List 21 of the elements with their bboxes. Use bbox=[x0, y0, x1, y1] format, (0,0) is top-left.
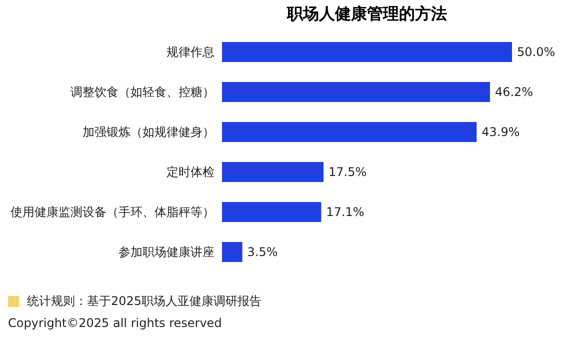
data-label: 46.2% bbox=[494, 85, 534, 99]
data-label: 17.1% bbox=[326, 205, 364, 219]
y-tick-label: 规律作息 bbox=[166, 45, 214, 59]
y-tick-label: 调整饮食（如轻食、控糖） bbox=[70, 85, 214, 99]
y-tick-label: 加强锻炼（如规律健身） bbox=[82, 125, 214, 139]
data-label: 43.9% bbox=[482, 125, 520, 139]
bar bbox=[222, 42, 512, 62]
text: 统计规则：基于2025职场人亚健康调研报告 bbox=[27, 293, 262, 310]
data-label: 50.0% bbox=[517, 45, 556, 59]
bar bbox=[222, 202, 322, 222]
bar bbox=[222, 122, 477, 142]
y-tick-label: 定时体检 bbox=[166, 165, 214, 179]
bar bbox=[222, 242, 242, 262]
bar bbox=[222, 82, 490, 102]
text: Copyright©2025 all rights reserved bbox=[8, 315, 222, 332]
chart-title: 职场人健康管理的方法 bbox=[286, 4, 447, 23]
data-label: 3.5% bbox=[247, 245, 278, 259]
y-tick-label: 使用健康监测设备（手环、体脂秤等） bbox=[10, 205, 214, 219]
bar bbox=[222, 162, 324, 182]
data-label: 17.5% bbox=[328, 165, 367, 179]
y-tick-label: 参加职场健康讲座 bbox=[118, 245, 214, 259]
